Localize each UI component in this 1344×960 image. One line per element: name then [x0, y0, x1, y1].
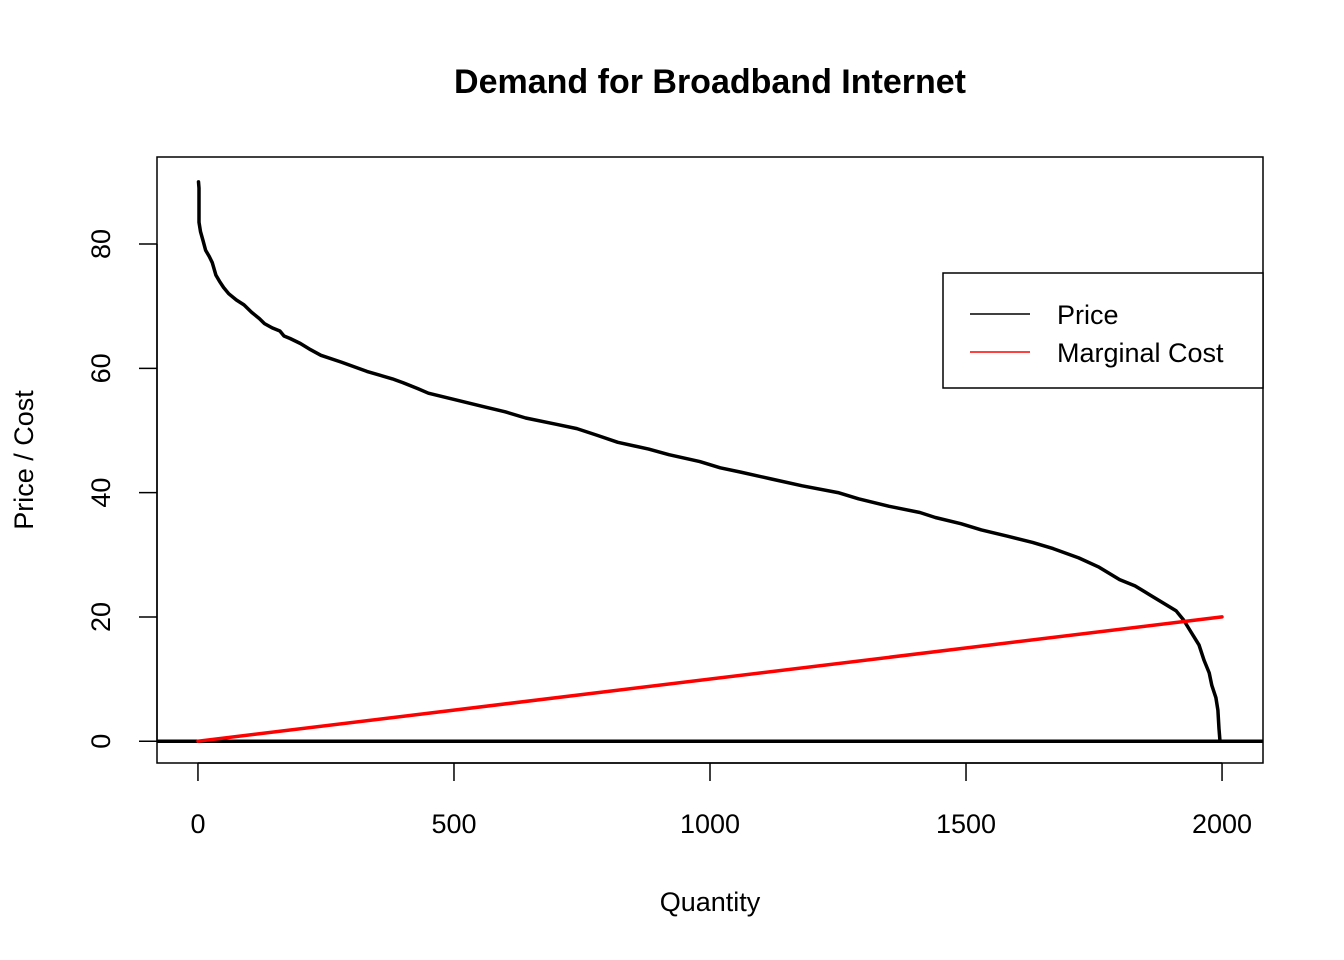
y-tick-label: 20	[86, 602, 116, 632]
x-tick-label: 0	[190, 809, 205, 839]
x-tick-label: 2000	[1192, 809, 1252, 839]
x-tick-label: 1000	[680, 809, 740, 839]
plot-frame	[156, 156, 1264, 764]
legend-label-marginal-cost: Marginal Cost	[1057, 338, 1224, 368]
series-line-marginal-cost	[196, 615, 1224, 743]
y-axis-label: Price / Cost	[9, 390, 39, 530]
y-tick-label: 40	[86, 478, 116, 508]
legend-label-price: Price	[1057, 300, 1119, 330]
series-line-price	[196, 180, 1222, 743]
y-tick-label: 0	[86, 734, 116, 749]
legend: Price Marginal Cost	[942, 272, 1264, 389]
legend-box	[942, 272, 1264, 389]
x-tick-label: 1500	[936, 809, 996, 839]
y-axis: 0 20 40 60 80	[86, 229, 158, 749]
chart-title: Demand for Broadband Internet	[454, 63, 966, 101]
y-tick-label: 80	[86, 229, 116, 259]
x-tick-label: 500	[431, 809, 476, 839]
x-axis-label: Quantity	[660, 887, 761, 917]
x-axis: 0 500 1000 1500 2000	[190, 762, 1252, 839]
y-tick-label: 60	[86, 353, 116, 383]
